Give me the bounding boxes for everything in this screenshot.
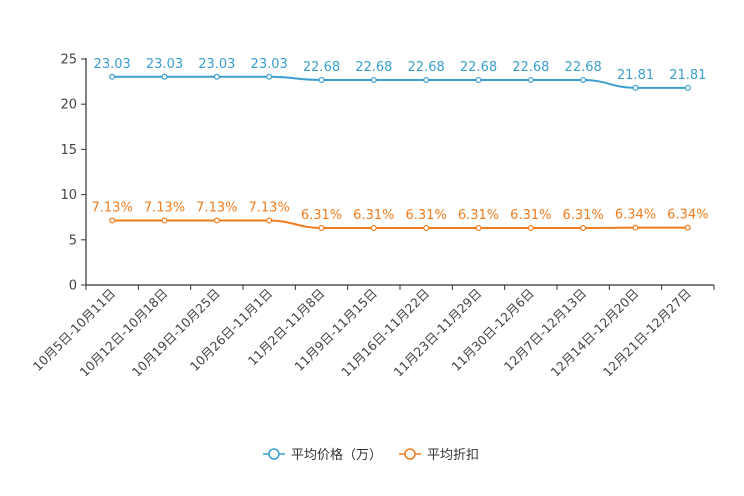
data-label: 21.81 [669, 68, 706, 83]
y-tick-label: 20 [60, 98, 77, 113]
legend-label: 平均折扣 [427, 448, 479, 463]
data-label: 22.68 [408, 60, 445, 75]
series-point [266, 217, 273, 224]
series-point [527, 76, 534, 83]
data-label: 22.68 [460, 60, 497, 75]
series-point [109, 217, 116, 224]
series-layer [109, 73, 691, 231]
x-tick-label: 12月14日-12月20日 [547, 286, 641, 380]
legend[interactable]: 平均价格（万） 平均折扣 [263, 447, 479, 463]
data-label: 6.31% [458, 208, 499, 223]
series-point [318, 224, 325, 231]
legend-marker-icon [268, 448, 280, 460]
data-labels: 23.03 23.03 23.03 23.03 22.68 22.68 22.68 22.68… [92, 57, 709, 223]
data-label: 7.13% [92, 201, 133, 216]
series-point [161, 217, 168, 224]
series-point [684, 224, 691, 231]
series-point [370, 76, 377, 83]
x-tick-label: 11月23日-11月29日 [390, 286, 484, 380]
series-point [109, 73, 116, 80]
y-tick-label: 10 [60, 188, 77, 203]
series-point [213, 217, 220, 224]
data-label: 6.31% [353, 208, 394, 223]
y-tick-label: 25 [60, 53, 77, 68]
data-label: 6.34% [667, 208, 708, 223]
series-point [632, 224, 639, 231]
series-point [370, 224, 377, 231]
series-point [266, 73, 273, 80]
series-point [213, 73, 220, 80]
series-point [423, 76, 430, 83]
series-point [684, 84, 691, 91]
y-tick-label: 0 [69, 279, 77, 294]
x-tick-label: 10月19日-10月25日 [129, 286, 223, 380]
data-label: 6.31% [406, 208, 447, 223]
data-label: 7.13% [144, 201, 185, 216]
data-label: 21.81 [617, 68, 654, 83]
x-tick-label: 10月12日-10月18日 [76, 286, 170, 380]
data-label: 23.03 [198, 57, 235, 72]
series-point [475, 224, 482, 231]
data-label: 7.13% [249, 201, 290, 216]
x-tick-label: 12月21日-12月27日 [600, 286, 694, 380]
series-point [580, 224, 587, 231]
legend-label: 平均价格（万） [291, 447, 382, 463]
data-label: 22.68 [512, 60, 549, 75]
series-point [423, 224, 430, 231]
y-tick-label: 15 [60, 143, 77, 158]
data-label: 23.03 [94, 57, 131, 72]
data-label: 22.68 [303, 60, 340, 75]
data-label: 6.31% [301, 208, 342, 223]
series-line-1 [112, 219, 688, 229]
y-tick-label: 5 [69, 233, 77, 248]
legend-item-0[interactable]: 平均价格（万） [263, 447, 382, 463]
series-point [632, 84, 639, 91]
x-tick-label: 11月16日-11月22日 [338, 286, 432, 380]
series-point [475, 76, 482, 83]
series-point [318, 76, 325, 83]
series-point [527, 224, 534, 231]
legend-marker-icon [404, 448, 416, 460]
data-label: 6.31% [510, 208, 551, 223]
series-point [161, 73, 168, 80]
data-label: 7.13% [196, 201, 237, 216]
series-point [580, 76, 587, 83]
data-label: 22.68 [355, 60, 392, 75]
legend-item-1[interactable]: 平均折扣 [399, 448, 479, 463]
data-label: 23.03 [251, 57, 288, 72]
data-label: 6.34% [615, 208, 656, 223]
data-label: 6.31% [563, 208, 604, 223]
series-line-0 [112, 75, 688, 89]
data-label: 22.68 [565, 60, 602, 75]
data-label: 23.03 [146, 57, 183, 72]
